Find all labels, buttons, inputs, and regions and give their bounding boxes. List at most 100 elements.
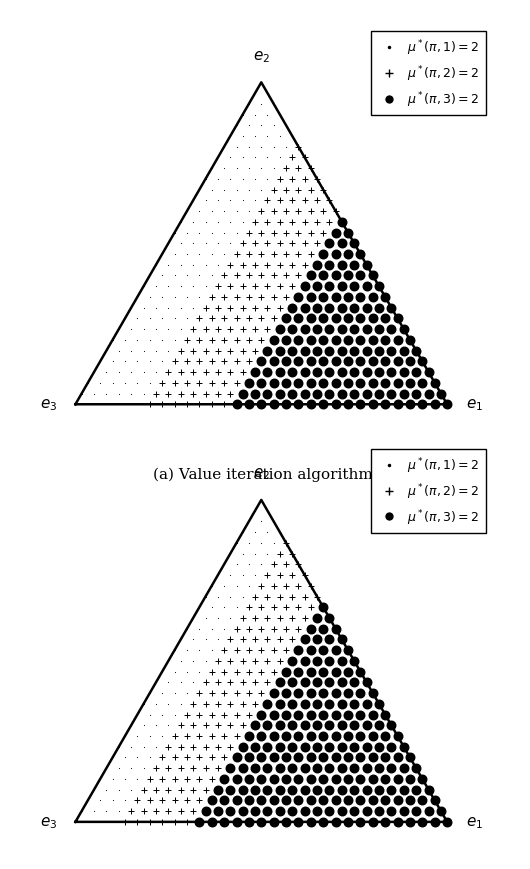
Point bbox=[307, 622, 315, 636]
Point bbox=[325, 194, 334, 208]
Point bbox=[319, 793, 328, 807]
Point bbox=[238, 697, 247, 711]
Point bbox=[263, 344, 272, 358]
Point bbox=[214, 568, 222, 582]
Point bbox=[207, 687, 216, 700]
Point bbox=[375, 366, 383, 380]
Point bbox=[269, 141, 278, 155]
Point bbox=[307, 772, 315, 786]
Point bbox=[338, 280, 346, 294]
Point bbox=[363, 302, 371, 315]
Point bbox=[263, 87, 272, 101]
Point bbox=[232, 269, 241, 283]
Point bbox=[195, 334, 204, 348]
Point bbox=[201, 697, 210, 711]
Point bbox=[96, 772, 104, 786]
Point bbox=[195, 248, 204, 262]
Point bbox=[238, 719, 247, 733]
Point bbox=[232, 600, 241, 614]
Point bbox=[263, 322, 272, 336]
Point bbox=[152, 783, 160, 797]
Point bbox=[338, 804, 346, 818]
Point bbox=[220, 355, 228, 368]
Point bbox=[226, 387, 235, 401]
Point bbox=[344, 398, 352, 412]
Point bbox=[220, 751, 228, 765]
Point bbox=[288, 129, 296, 143]
Point bbox=[257, 729, 266, 743]
Point bbox=[251, 761, 259, 775]
Point bbox=[313, 258, 321, 272]
Point bbox=[288, 151, 296, 165]
Point bbox=[406, 751, 414, 765]
Point bbox=[282, 355, 290, 368]
Point bbox=[226, 366, 235, 380]
Point bbox=[294, 729, 303, 743]
Point bbox=[319, 772, 328, 786]
Point bbox=[189, 366, 197, 380]
Point bbox=[331, 687, 340, 700]
Point bbox=[214, 719, 222, 733]
Point bbox=[282, 772, 290, 786]
Point bbox=[238, 322, 247, 336]
Point bbox=[133, 729, 142, 743]
Point bbox=[146, 355, 154, 368]
Point bbox=[294, 141, 303, 155]
Point bbox=[251, 302, 259, 315]
Point bbox=[176, 654, 185, 668]
Point bbox=[331, 248, 340, 262]
Point bbox=[257, 183, 266, 197]
Point bbox=[183, 248, 191, 262]
Point bbox=[276, 761, 284, 775]
Point bbox=[313, 302, 321, 315]
Point bbox=[127, 387, 136, 401]
Point bbox=[220, 665, 228, 679]
Point bbox=[307, 579, 315, 593]
Point bbox=[288, 740, 296, 753]
Point bbox=[363, 740, 371, 753]
Point bbox=[77, 804, 86, 818]
Point bbox=[276, 194, 284, 208]
Point bbox=[313, 322, 321, 336]
Point bbox=[232, 665, 241, 679]
Point bbox=[102, 761, 111, 775]
Point bbox=[288, 237, 296, 251]
Point bbox=[356, 376, 365, 390]
Point bbox=[269, 355, 278, 368]
Point bbox=[344, 793, 352, 807]
Point bbox=[350, 740, 358, 753]
Point bbox=[263, 366, 272, 380]
Point bbox=[319, 312, 328, 326]
Point bbox=[294, 558, 303, 572]
Point bbox=[425, 783, 433, 797]
Point bbox=[418, 376, 427, 390]
Point bbox=[158, 290, 166, 304]
Point bbox=[301, 611, 309, 625]
Point bbox=[301, 366, 309, 380]
Point bbox=[146, 751, 154, 765]
Point bbox=[301, 344, 309, 358]
Point bbox=[176, 719, 185, 733]
Point bbox=[170, 355, 179, 368]
Point bbox=[313, 387, 321, 401]
Point bbox=[288, 590, 296, 604]
Point bbox=[220, 162, 228, 176]
Point bbox=[338, 761, 346, 775]
Point bbox=[207, 376, 216, 390]
Point bbox=[307, 183, 315, 197]
Point bbox=[226, 151, 235, 165]
Point bbox=[263, 258, 272, 272]
Point bbox=[164, 280, 173, 294]
Point bbox=[251, 129, 259, 143]
Point bbox=[251, 740, 259, 753]
Point bbox=[325, 697, 334, 711]
Point bbox=[325, 237, 334, 251]
Point bbox=[276, 129, 284, 143]
Point bbox=[338, 654, 346, 668]
Point bbox=[368, 376, 377, 390]
Point bbox=[232, 162, 241, 176]
Point bbox=[381, 334, 390, 348]
Point bbox=[263, 129, 272, 143]
Point bbox=[294, 334, 303, 348]
Point bbox=[139, 322, 148, 336]
